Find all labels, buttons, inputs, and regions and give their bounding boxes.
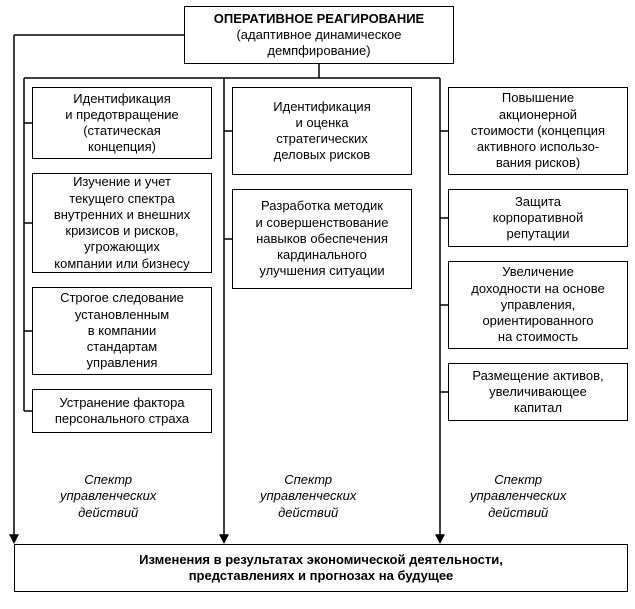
node-c2n2-line: навыков обеспечения [256,231,388,247]
node-c1n3-line: Строгое следование [60,290,184,306]
node-top-line: (адаптивное динамическое [236,27,401,43]
node-c1n3: Строгое следованиеустановленнымв компани… [32,287,212,375]
italic-label-lab1: Спектруправленческихдействий [60,472,156,521]
node-c1n2-line: компании или бизнесу [54,256,189,272]
node-c1n2-line: Изучение и учет [73,174,171,190]
node-c3n1-line: стоимости (концепция [471,123,605,139]
node-c1n4-line: персонального страха [55,411,189,427]
node-c2n1-line: стратегических [276,131,368,147]
node-c3n1-line: активного использо- [477,139,599,155]
node-c3n3-line: ориентированного [482,313,593,329]
italic-label-line: Спектр [260,472,356,488]
italic-label-lab2: Спектруправленческихдействий [260,472,356,521]
italic-label-line: действий [60,505,156,521]
node-c2n1-line: деловых рисков [274,147,371,163]
italic-label-lab3: Спектруправленческихдействий [470,472,566,521]
node-bottom-line: Изменения в результатах экономической де… [139,552,503,568]
node-c3n3: Увеличениедоходности на основеуправления… [448,261,628,349]
node-c2n2-line: кардинального [277,247,367,263]
node-c1n3-line: управления [87,355,158,371]
node-c2n1-line: Идентификация [273,99,370,115]
node-c3n1: Повышениеакционернойстоимости (концепция… [448,87,628,175]
node-c2n2: Разработка методики совершенствованиенав… [232,189,412,289]
node-c1n4-line: Устранение фактора [59,395,184,411]
node-c1n1-line: Идентификация [73,91,170,107]
italic-label-line: действий [470,505,566,521]
node-bottom-line: представлениях и прогнозах на будущее [189,568,454,584]
node-c1n3-line: в компании [88,323,157,339]
node-c2n2-line: и совершенствование [256,215,389,231]
node-c3n3-line: доходности на основе [471,281,604,297]
node-top-line: демпфирование) [267,43,370,59]
node-c3n2-line: корпоративной [493,210,584,226]
node-c1n1-line: концепция) [88,139,156,155]
node-c3n3-line: на стоимость [498,329,578,345]
node-c1n2-line: кризисов и рисков, [65,223,178,239]
node-c3n4-line: увеличивающее [489,384,587,400]
node-c3n1-line: Повышение [502,90,574,106]
node-c1n4: Устранение фактораперсонального страха [32,389,212,433]
node-top-line: ОПЕРАТИВНОЕ РЕАГИРОВАНИЕ [214,11,424,27]
node-c1n1: Идентификацияи предотвращение(статическа… [32,87,212,159]
italic-label-line: управленческих [60,488,156,504]
node-c3n2-line: репутации [506,226,569,242]
italic-label-line: управленческих [470,488,566,504]
node-c3n2-line: Защита [515,194,561,210]
node-c2n1-line: и оценка [295,115,348,131]
node-c3n3-line: управления, [501,297,576,313]
node-c1n2-line: внутренних и внешних [54,207,190,223]
node-c3n4: Размещение активов,увеличивающеекапитал [448,363,628,421]
node-c2n2-line: улучшения ситуации [259,263,384,279]
node-bottom: Изменения в результатах экономической де… [14,544,628,592]
node-c2n2-line: Разработка методик [261,198,383,214]
node-c3n2: Защитакорпоративнойрепутации [448,189,628,247]
node-c3n1-line: акционерной [499,107,577,123]
node-c3n1-line: вания рисков) [496,155,580,171]
node-c1n1-line: (статическая [83,123,161,139]
node-c1n2: Изучение и учеттекущего спектравнутренни… [32,173,212,273]
node-c1n3-line: установленным [75,307,169,323]
node-top: ОПЕРАТИВНОЕ РЕАГИРОВАНИЕ(адаптивное дина… [184,6,454,64]
italic-label-line: Спектр [60,472,156,488]
node-c1n2-line: текущего спектра [69,191,174,207]
flowchart-canvas: ОПЕРАТИВНОЕ РЕАГИРОВАНИЕ(адаптивное дина… [0,0,635,609]
node-c2n1: Идентификацияи оценкастратегическихделов… [232,87,412,175]
node-c1n3-line: стандартам [87,339,157,355]
italic-label-line: Спектр [470,472,566,488]
node-c1n2-line: угрожающих [84,239,160,255]
node-c3n3-line: Увеличение [502,264,574,280]
node-c1n1-line: и предотвращение [65,107,178,123]
italic-label-line: управленческих [260,488,356,504]
node-c3n4-line: Размещение активов, [472,368,603,384]
node-c3n4-line: капитал [514,400,562,416]
italic-label-line: действий [260,505,356,521]
